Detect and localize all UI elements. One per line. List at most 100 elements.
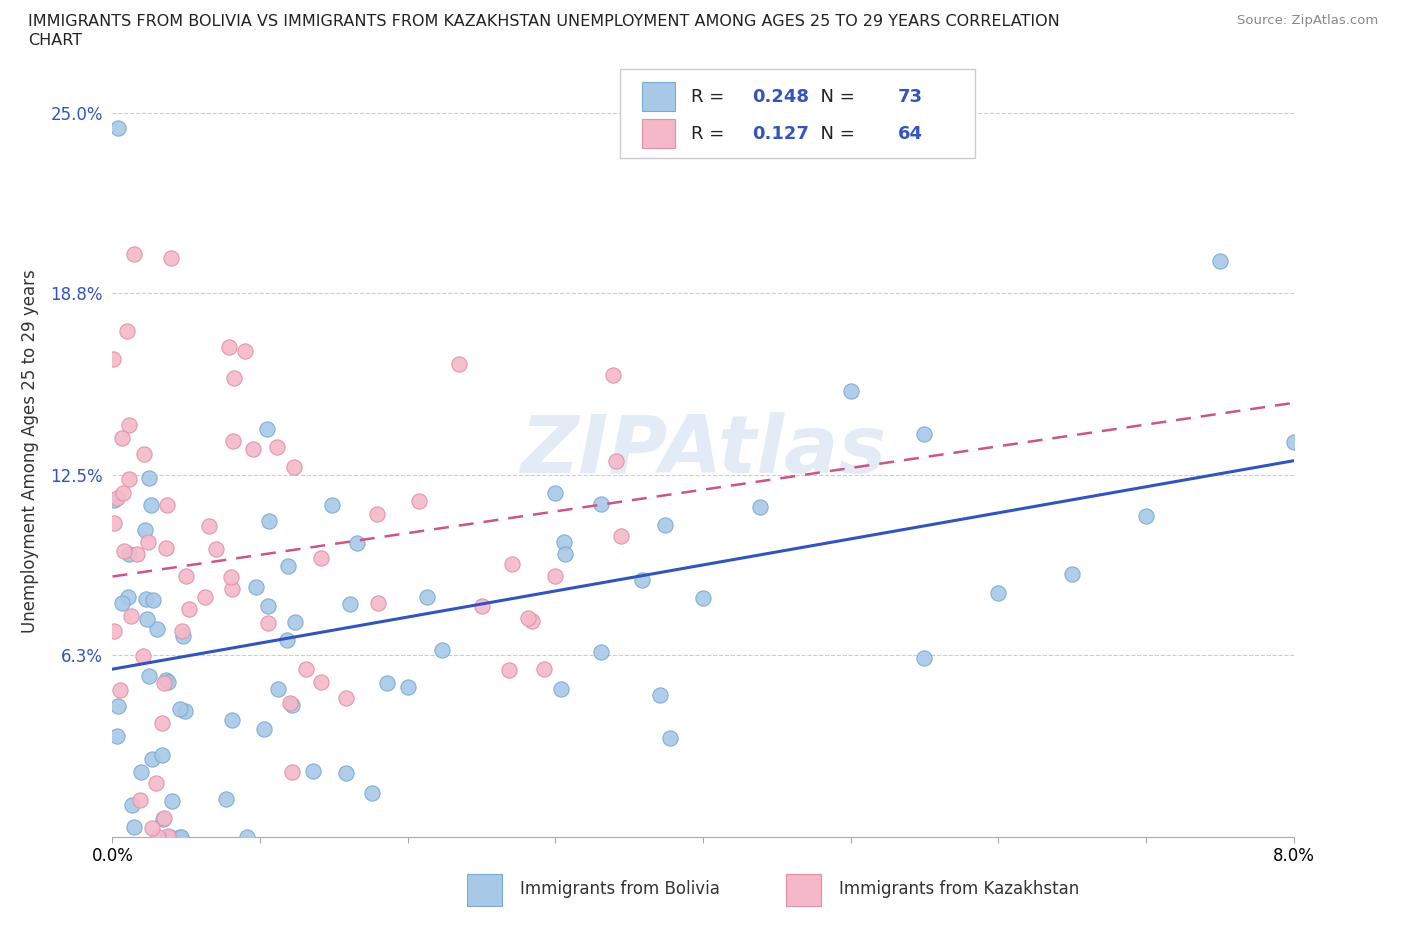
Point bbox=[610, 528, 633, 543]
Point bbox=[553, 535, 575, 550]
FancyBboxPatch shape bbox=[786, 874, 821, 907]
Point bbox=[544, 568, 567, 583]
Point bbox=[749, 499, 772, 514]
Point bbox=[267, 682, 290, 697]
Point bbox=[128, 792, 150, 807]
Point bbox=[839, 383, 862, 398]
Text: N =: N = bbox=[810, 87, 860, 106]
Point bbox=[159, 830, 181, 844]
Point bbox=[309, 551, 332, 565]
Point bbox=[160, 793, 183, 808]
Point bbox=[141, 821, 163, 836]
Point bbox=[177, 602, 200, 617]
Point bbox=[112, 485, 135, 500]
Point bbox=[155, 541, 177, 556]
Point bbox=[169, 702, 191, 717]
Point bbox=[591, 497, 613, 512]
Point bbox=[987, 585, 1010, 600]
Point bbox=[257, 599, 280, 614]
Point bbox=[449, 356, 471, 371]
Point bbox=[134, 523, 156, 538]
Point bbox=[103, 493, 125, 508]
Point bbox=[276, 632, 298, 647]
Point bbox=[139, 498, 162, 512]
Point bbox=[127, 547, 149, 562]
Point bbox=[335, 691, 357, 706]
Point bbox=[174, 569, 197, 584]
Point bbox=[169, 830, 191, 844]
Point bbox=[408, 493, 430, 508]
Point bbox=[157, 828, 180, 843]
Point bbox=[103, 516, 125, 531]
Point bbox=[602, 367, 624, 382]
Point bbox=[544, 485, 567, 500]
Point bbox=[283, 459, 305, 474]
Point bbox=[122, 819, 145, 834]
Point bbox=[605, 454, 627, 469]
Point bbox=[233, 344, 256, 359]
Point bbox=[221, 712, 243, 727]
Point bbox=[138, 669, 160, 684]
Point bbox=[498, 663, 520, 678]
Point bbox=[122, 246, 145, 261]
Point bbox=[360, 785, 382, 800]
Point bbox=[430, 643, 453, 658]
Point bbox=[321, 498, 343, 512]
Point bbox=[205, 541, 228, 556]
Text: CHART: CHART bbox=[28, 33, 82, 47]
Point bbox=[277, 559, 299, 574]
Text: 0.127: 0.127 bbox=[752, 125, 810, 143]
Point bbox=[129, 764, 152, 779]
Point bbox=[281, 764, 304, 779]
Point bbox=[160, 251, 183, 266]
FancyBboxPatch shape bbox=[467, 874, 502, 907]
Point bbox=[105, 491, 128, 506]
Point bbox=[222, 371, 245, 386]
Point bbox=[236, 830, 259, 844]
Point bbox=[218, 339, 240, 354]
Point bbox=[914, 427, 936, 442]
Text: 0.248: 0.248 bbox=[752, 87, 810, 106]
Text: R =: R = bbox=[692, 87, 730, 106]
Point bbox=[150, 716, 173, 731]
Point bbox=[219, 569, 242, 584]
Point bbox=[346, 535, 368, 550]
Point bbox=[266, 440, 288, 455]
Point bbox=[335, 765, 357, 780]
Point bbox=[132, 648, 155, 663]
Point bbox=[111, 596, 134, 611]
Point bbox=[111, 431, 134, 445]
Point bbox=[914, 650, 936, 665]
Point bbox=[367, 596, 389, 611]
Point bbox=[107, 699, 129, 714]
Point bbox=[117, 590, 139, 604]
Point bbox=[118, 472, 141, 487]
FancyBboxPatch shape bbox=[620, 69, 974, 158]
Point bbox=[222, 434, 245, 449]
Point bbox=[658, 730, 681, 745]
Y-axis label: Unemployment Among Ages 25 to 29 years: Unemployment Among Ages 25 to 29 years bbox=[21, 269, 39, 633]
Point bbox=[198, 519, 221, 534]
Point bbox=[339, 596, 361, 611]
Point bbox=[115, 323, 138, 338]
Point bbox=[117, 417, 139, 432]
Point bbox=[311, 674, 333, 689]
Point bbox=[138, 535, 160, 550]
Point bbox=[631, 573, 654, 588]
Point bbox=[471, 599, 494, 614]
Point bbox=[554, 547, 576, 562]
Point bbox=[516, 610, 538, 625]
Point bbox=[1062, 566, 1084, 581]
Point bbox=[284, 615, 307, 630]
Point bbox=[522, 614, 544, 629]
Point bbox=[120, 608, 142, 623]
Point bbox=[375, 676, 398, 691]
Point bbox=[121, 798, 143, 813]
Point bbox=[278, 696, 301, 711]
Point bbox=[107, 121, 129, 136]
Point bbox=[396, 680, 419, 695]
Text: 73: 73 bbox=[898, 87, 922, 106]
Point bbox=[145, 776, 167, 790]
Point bbox=[242, 442, 264, 457]
Point bbox=[118, 547, 141, 562]
